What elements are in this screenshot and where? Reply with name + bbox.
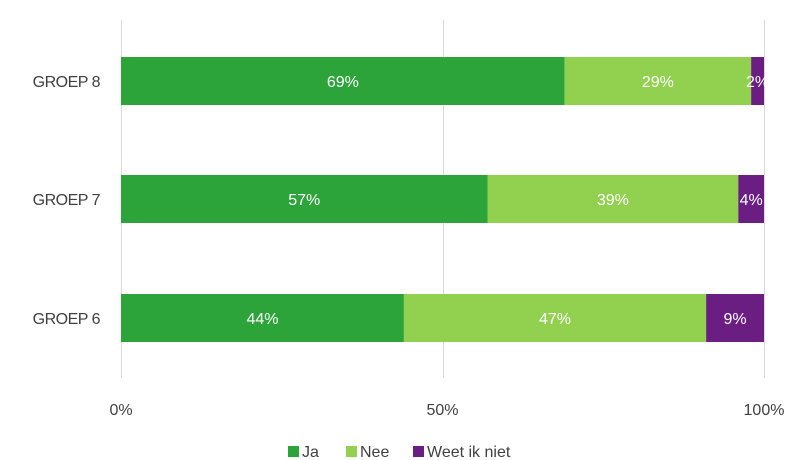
bar-segment	[487, 175, 739, 223]
legend-label: Ja	[302, 444, 319, 460]
data-label: 2%	[746, 74, 769, 91]
data-label: 47%	[539, 311, 571, 328]
legend-swatch	[413, 446, 424, 457]
bars: 69% 29% 2% 57% 39% 4% 44% 47% 9%	[121, 57, 769, 342]
bar-segment	[738, 175, 764, 223]
data-label: 9%	[724, 311, 747, 328]
category-labels: GROEP 8 GROEP 7 GROEP 6	[33, 74, 101, 328]
legend-label: Nee	[360, 444, 389, 460]
data-label: 4%	[740, 192, 763, 209]
category-label: GROEP 8	[33, 74, 101, 91]
data-label: 39%	[597, 192, 629, 209]
category-label: GROEP 7	[33, 192, 101, 209]
bar-segment	[121, 175, 488, 223]
bar-segment	[121, 294, 404, 342]
legend-label: Weet ik niet	[427, 444, 511, 460]
legend-swatch	[346, 446, 357, 457]
bar-segment	[121, 57, 565, 105]
bar-segment	[403, 294, 707, 342]
legend: Ja Nee Weet ik niet	[288, 444, 511, 460]
data-label: 57%	[288, 192, 320, 209]
category-label: GROEP 6	[33, 311, 101, 328]
x-tick-label: 0%	[109, 402, 132, 419]
data-label: 44%	[246, 311, 278, 328]
x-tick-label: 100%	[744, 402, 785, 419]
bar-segment	[751, 57, 764, 105]
legend-swatch	[288, 446, 299, 457]
x-tick-label: 50%	[426, 402, 458, 419]
data-label: 69%	[327, 74, 359, 91]
bar-segment	[706, 294, 764, 342]
bar-segment	[564, 57, 752, 105]
x-tick-labels: 0% 50% 100%	[109, 402, 784, 419]
data-label: 29%	[642, 74, 674, 91]
